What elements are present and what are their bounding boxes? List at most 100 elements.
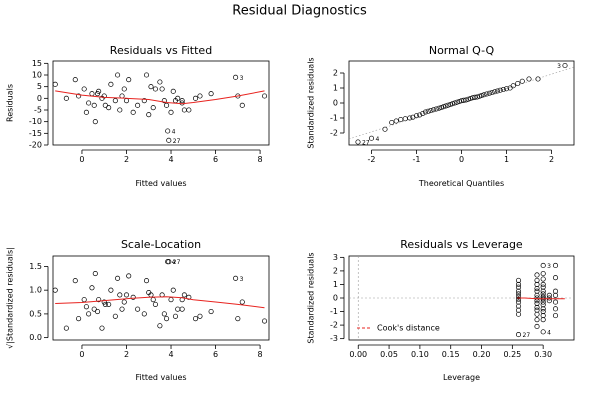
data-point [534,304,540,311]
data-point [463,97,469,103]
data-point [540,288,546,294]
data-points [52,259,268,331]
data-point [239,102,245,108]
y-tick-label: -5 [34,106,42,115]
plot-frame [52,60,270,146]
data-point [135,102,141,108]
data-point [425,108,431,114]
y-axis-label: Standardized residuals [307,252,316,343]
x-tick-label: 0.10 [411,350,429,359]
data-point [413,113,420,119]
x-axis: 0 2 4 6 8 [79,149,263,164]
data-point [456,98,462,105]
data-points [52,72,268,143]
y-tick-label: -20 [29,141,42,150]
data-point [467,95,474,102]
point-label: 3 [240,276,244,283]
x-axis: 0 2 4 6 8 [79,344,263,359]
data-point [141,311,147,317]
data-point [500,86,506,93]
y-tick-label: -1 [330,114,338,123]
point-label: 3 [557,63,561,70]
data-point [172,313,179,319]
y-tick-label: 0.0 [29,333,42,342]
data-point [433,106,439,112]
data-point [81,297,87,303]
data-point [86,100,92,106]
y-tick-label: 1.5 [29,262,42,271]
data-point [175,306,181,312]
data-point [552,313,559,319]
data-point [121,86,127,92]
y-tick-label: 15 [32,59,42,68]
data-point [164,316,170,322]
data-point [534,323,540,330]
point-label: 4 [172,259,176,266]
x-tick-label: 0.15 [442,350,460,359]
x-tick-label: 0.00 [349,350,367,359]
data-point [540,281,546,288]
legend: Cook's distance [357,324,440,333]
normal-qq-panel: Normal Q-Q -2 -1 0 1 2 Theoretical Quantiles -2… [307,44,575,188]
data-point [119,93,125,99]
data-point [431,107,437,113]
data-point [126,77,132,83]
x-tick-label: 4 [168,350,173,359]
y-tick-label: 1 [333,280,338,289]
data-point [91,306,97,312]
data-point [447,101,453,108]
data-point [152,301,158,307]
data-point [454,99,460,105]
data-point [208,91,214,97]
x-tick-label: 2 [124,155,129,164]
x-tick-label: 2 [549,155,554,164]
data-point [417,112,423,118]
data-point [438,104,444,111]
data-point [72,278,78,284]
data-point [562,62,568,69]
data-point [393,118,399,124]
x-tick-label: 8 [258,350,263,359]
data-point [261,93,268,99]
data-point [534,292,540,298]
x-tick-label: 2 [124,350,129,359]
figure-title: Residual Diagnostics [232,4,367,19]
x-tick-label: 6 [213,155,218,164]
data-point [233,74,239,80]
data-point [552,306,559,312]
data-point [398,116,404,123]
data-point [486,90,492,96]
data-point [179,98,185,104]
data-point [503,86,510,92]
residuals-vs-fitted-panel: Residuals vs Fitted 0 2 4 6 8 Fitted values -20… [6,44,270,188]
data-point [99,325,105,331]
data-point [76,93,82,99]
data-point [535,76,541,82]
data-point [94,308,101,315]
data-point [175,95,181,101]
data-point [108,287,114,293]
data-point [119,306,125,312]
data-point [479,92,485,99]
data-point [534,295,540,301]
data-point [152,86,158,92]
data-point [141,98,147,104]
point-label: 4 [547,329,551,336]
data-point [89,91,95,97]
y-axis: -20 -15 -10 -5 0 5 10 15 [29,59,49,150]
data-point [355,139,361,145]
data-point [235,316,241,322]
data-point [181,292,187,298]
data-point [186,107,192,113]
x-axis-label: Leverage [443,373,480,382]
data-point [157,323,163,329]
data-point [515,291,522,297]
data-point [101,93,107,99]
data-point [83,304,89,310]
x-axis-label: Fitted values [135,373,186,382]
x-axis: 0.00 0.05 0.10 0.15 0.20 0.25 0.30 [349,344,552,359]
plot-frame [348,60,575,146]
data-point [123,98,130,104]
smoother-line [517,297,565,300]
